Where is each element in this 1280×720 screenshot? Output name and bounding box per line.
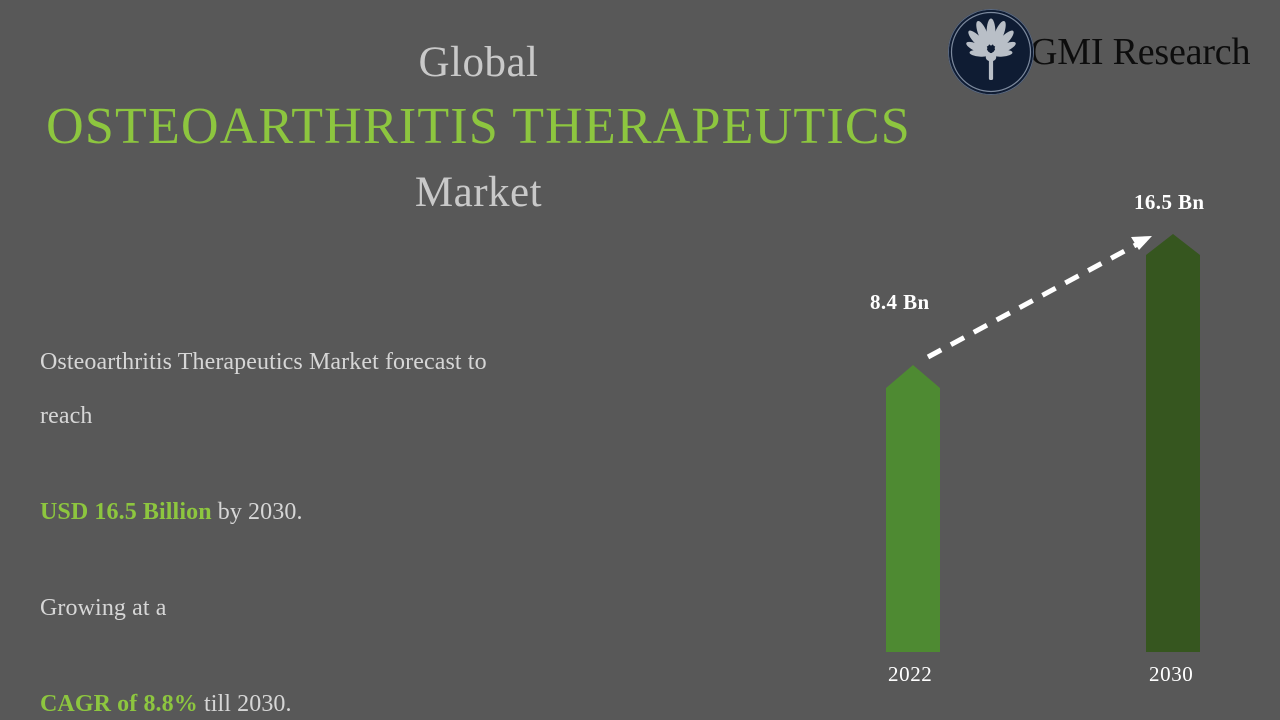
page-title: Global OSTEOARTHRITIS THERAPEUTICS Marke… bbox=[0, 34, 957, 224]
bar-2030 bbox=[1146, 234, 1200, 652]
cagr-rest: till 2030. bbox=[197, 691, 292, 717]
copy-line-2: reach bbox=[40, 403, 93, 429]
copy-line-3: USD 16.5 Billion by 2030. bbox=[40, 485, 740, 539]
title-main: OSTEOARTHRITIS THERAPEUTICS bbox=[46, 98, 911, 155]
bar-value-2030: 16.5 Bn bbox=[1134, 190, 1205, 214]
bar-value-2022: 8.4 Bn bbox=[870, 290, 930, 314]
copy-line-1: Osteoarthritis Therapeutics Market forec… bbox=[40, 349, 487, 375]
summary-copy: Osteoarthritis Therapeutics Market forec… bbox=[40, 335, 740, 720]
brand-name: GMI Research bbox=[1030, 31, 1251, 73]
bar-label-2022: 2022 bbox=[888, 662, 933, 686]
cagr-highlight: CAGR of 8.8% bbox=[40, 691, 198, 717]
market-value-rest: by 2030. bbox=[211, 499, 303, 525]
brand-logo: GMI Research bbox=[948, 8, 1250, 96]
bar-label-2030: 2030 bbox=[1149, 662, 1194, 686]
growth-arrow-icon bbox=[926, 236, 1152, 360]
bar-2022 bbox=[886, 365, 940, 652]
market-growth-chart: 8.4 Bn 16.5 Bn 2022 2030 bbox=[840, 170, 1260, 700]
copy-line-4: Growing at a bbox=[40, 595, 167, 621]
copy-line-5: CAGR of 8.8% till 2030. bbox=[40, 677, 740, 720]
title-kicker: Global bbox=[418, 39, 539, 86]
gmi-palm-emblem-icon bbox=[948, 9, 1034, 95]
market-value-highlight: USD 16.5 Billion bbox=[40, 499, 212, 525]
title-suffix: Market bbox=[414, 169, 543, 216]
